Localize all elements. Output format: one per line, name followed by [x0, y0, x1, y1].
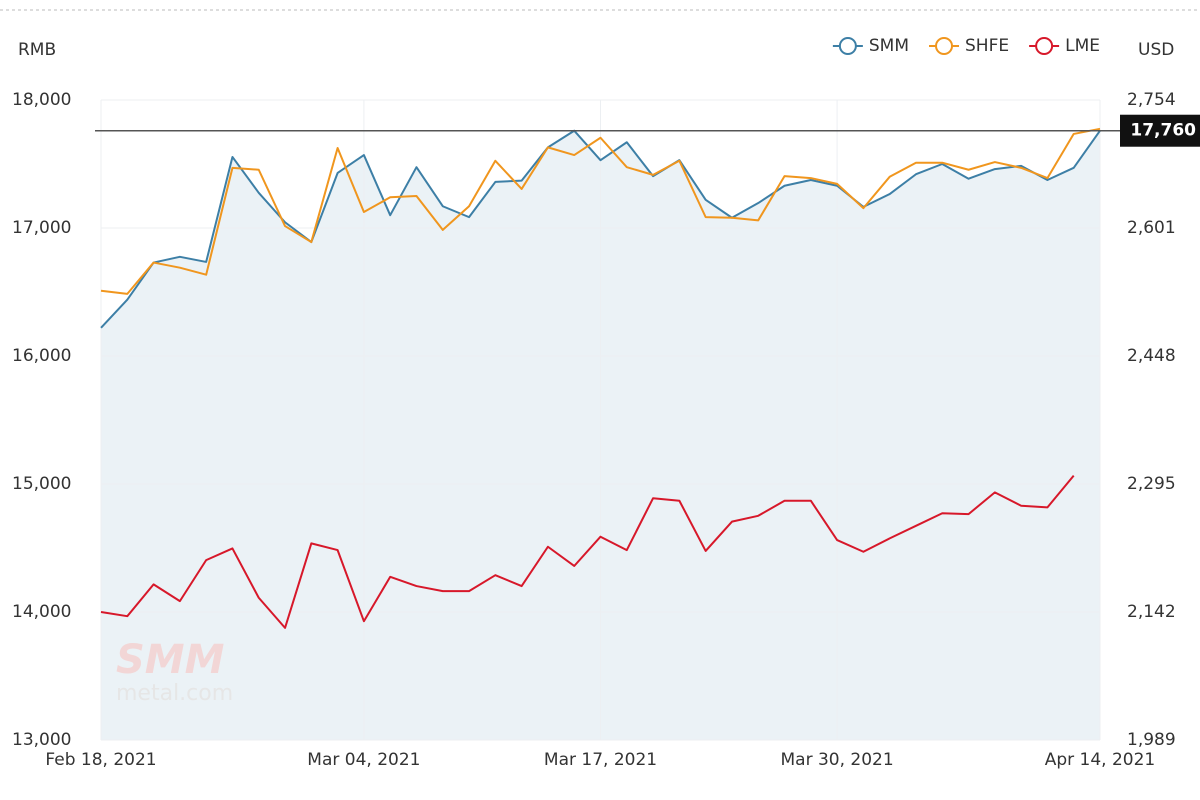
y2-tick-label: 2,295 — [1127, 474, 1176, 494]
y-tick-label: 13,000 — [12, 730, 71, 750]
legend-item: SHFE — [929, 36, 1009, 56]
y2-tick-label: 2,601 — [1127, 218, 1176, 238]
series-line — [100, 127, 1101, 295]
legend-item: LME — [1029, 36, 1100, 56]
y-tick-label: 15,000 — [12, 474, 71, 494]
series-line — [100, 474, 1075, 629]
series-line — [100, 129, 1101, 329]
legend-marker — [838, 37, 857, 55]
y-tick-label: 17,000 — [12, 218, 71, 238]
y-tick-label: 16,000 — [12, 346, 71, 366]
x-tick-label: Apr 14, 2021 — [1045, 750, 1156, 770]
x-tick-label: Mar 17, 2021 — [544, 750, 657, 770]
y-tick-label: 18,000 — [12, 90, 71, 110]
y2-tick-label: 1,989 — [1127, 730, 1176, 750]
legend-item: SMM — [832, 36, 909, 56]
y-tick-label: 14,000 — [12, 602, 71, 622]
y2-axis-label: USD — [1138, 40, 1174, 60]
legend-label: LME — [1065, 36, 1100, 56]
x-tick-label: Feb 18, 2021 — [45, 750, 156, 770]
x-tick-label: Mar 04, 2021 — [307, 750, 420, 770]
legend-marker — [935, 37, 954, 55]
legend-label: SMM — [869, 36, 909, 56]
y-axis-label: RMB — [18, 40, 56, 60]
x-tick-label: Mar 30, 2021 — [781, 750, 894, 770]
y2-tick-label: 2,142 — [1127, 602, 1176, 622]
watermark: metal.com — [116, 681, 233, 706]
reference-label: 17,760 — [1130, 121, 1196, 141]
y2-tick-label: 2,448 — [1127, 346, 1176, 366]
legend-marker — [1035, 37, 1054, 55]
reference-label-box — [1120, 114, 1200, 147]
watermark: SMM — [116, 637, 224, 683]
legend-label: SHFE — [965, 36, 1009, 56]
y2-tick-label: 2,754 — [1127, 90, 1176, 110]
